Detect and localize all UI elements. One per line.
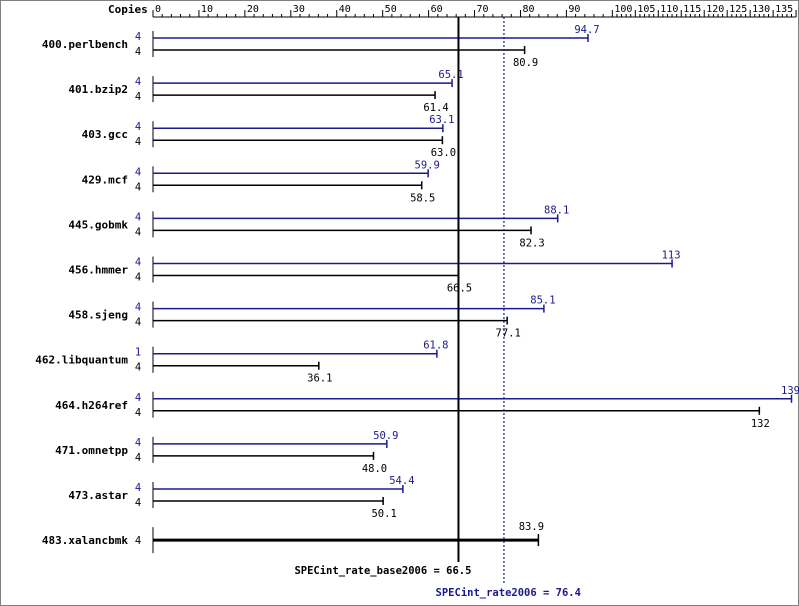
- base-copies-label: 4: [135, 181, 141, 193]
- base-value-label: 48.0: [362, 463, 387, 475]
- x-tick-label: 60: [431, 4, 443, 15]
- benchmark-label: 458.sjeng: [68, 309, 128, 322]
- base-copies-label: 4: [135, 272, 141, 284]
- base-value-label: 80.9: [513, 57, 538, 69]
- base-copies-label: 4: [135, 362, 141, 374]
- base-value-label: 58.5: [410, 192, 435, 204]
- peak-value-label: 85.1: [530, 295, 555, 307]
- peak-copies-label: 4: [135, 211, 141, 223]
- base-copies-label: 4: [135, 452, 141, 464]
- benchmark-label: 401.bzip2: [68, 83, 128, 96]
- benchmark-label: 403.gcc: [82, 128, 128, 141]
- peak-copies-label: 1: [135, 347, 141, 359]
- base-copies-label: 4: [135, 91, 141, 103]
- peak-copies-label: 4: [135, 31, 141, 43]
- base-reference-label: SPECint_rate_base2006 = 66.5: [294, 565, 471, 577]
- peak-copies-label: 4: [135, 392, 141, 404]
- x-tick-label: 105: [637, 4, 655, 15]
- peak-copies-label: 4: [135, 166, 141, 178]
- benchmark-label: 462.libquantum: [35, 354, 128, 367]
- peak-value-label: 63.1: [429, 114, 454, 126]
- x-tick-label: 120: [706, 4, 724, 15]
- benchmark-label: 473.astar: [68, 489, 128, 502]
- x-tick-label: 90: [568, 4, 580, 15]
- peak-copies-label: 4: [135, 482, 141, 494]
- peak-copies-label: 4: [135, 302, 141, 314]
- peak-value-label: 88.1: [544, 204, 569, 216]
- x-tick-label: 115: [683, 4, 701, 15]
- x-tick-label: 80: [522, 4, 534, 15]
- base-copies-label: 4: [135, 497, 141, 509]
- base-copies-label: 4: [135, 535, 141, 547]
- peak-copies-label: 4: [135, 257, 141, 269]
- base-value-label: 132: [751, 418, 770, 430]
- benchmark-label: 456.hmmer: [68, 264, 128, 277]
- base-value-label: 61.4: [423, 102, 448, 114]
- benchmark-label: 464.h264ref: [55, 399, 128, 412]
- peak-value-label: 113: [662, 250, 681, 262]
- x-tick-label: 70: [477, 4, 489, 15]
- base-value-label: 77.1: [496, 328, 521, 340]
- base-copies-label: 4: [135, 46, 141, 58]
- base-copies-label: 4: [135, 317, 141, 329]
- peak-value-label: 50.9: [373, 430, 398, 442]
- peak-value-label: 54.4: [389, 475, 414, 487]
- x-tick-label: 40: [339, 4, 351, 15]
- benchmark-label: 471.omnetpp: [55, 444, 128, 457]
- peak-reference-label: SPECint_rate2006 = 76.4: [436, 587, 581, 599]
- base-value-label: 50.1: [371, 508, 396, 520]
- peak-copies-label: 4: [135, 121, 141, 133]
- peak-copies-label: 4: [135, 437, 141, 449]
- base-copies-label: 4: [135, 136, 141, 148]
- x-tick-label: 130: [752, 4, 770, 15]
- peak-value-label: 61.8: [423, 340, 448, 352]
- x-tick-label: 10: [201, 4, 213, 15]
- x-tick-label: 0: [155, 4, 161, 15]
- copies-header: Copies: [108, 3, 148, 16]
- x-tick-label: 30: [293, 4, 305, 15]
- x-tick-label: 125: [729, 4, 747, 15]
- x-tick-label: 100: [614, 4, 632, 15]
- x-tick-label: 110: [660, 4, 678, 15]
- peak-value-label: 94.7: [574, 24, 599, 36]
- base-value-label: 82.3: [519, 237, 544, 249]
- base-value-label: 63.0: [431, 147, 456, 159]
- peak-copies-label: 4: [135, 76, 141, 88]
- benchmark-label: 429.mcf: [82, 173, 128, 186]
- peak-value-label: 139: [781, 385, 799, 397]
- x-tick-label: 20: [247, 4, 259, 15]
- benchmark-label: 445.gobmk: [68, 218, 128, 231]
- base-copies-label: 4: [135, 407, 141, 419]
- x-tick-label: 135: [775, 4, 793, 15]
- base-value-label: 83.9: [519, 521, 544, 533]
- base-value-label: 36.1: [307, 373, 332, 385]
- peak-value-label: 65.1: [438, 69, 463, 81]
- base-copies-label: 4: [135, 226, 141, 238]
- benchmark-label: 400.perlbench: [42, 38, 128, 51]
- x-tick-label: 50: [385, 4, 397, 15]
- benchmark-label: 483.xalancbmk: [42, 534, 128, 547]
- peak-value-label: 59.9: [415, 159, 440, 171]
